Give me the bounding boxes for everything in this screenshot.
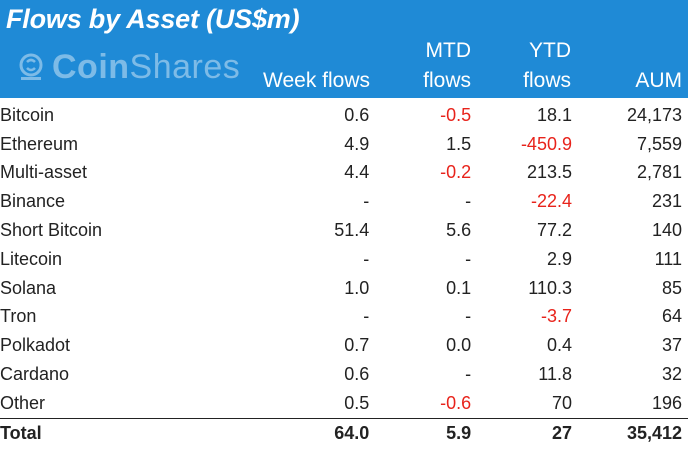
- ytd-flows-cell: 110.3: [528, 277, 572, 298]
- ytd-flows-cell: 213.5: [526, 162, 572, 183]
- week-flows-cell: 1.0: [344, 277, 370, 298]
- aum-cell: 7,559: [636, 133, 682, 154]
- table-row: Short Bitcoin 51.4 5.6 77.2 140: [0, 216, 688, 245]
- column-header-line1: YTD: [529, 39, 571, 62]
- mtd-flows-cell: -0.6: [440, 392, 472, 413]
- table-header: Flows by Asset (US$m) Coin Shares Week fl…: [0, 0, 688, 98]
- mtd-flows-cell: -: [465, 364, 472, 385]
- aum-cell: 37: [661, 335, 682, 356]
- aum-cell: 64: [661, 306, 682, 327]
- column-header-line2: Week flows: [263, 69, 370, 92]
- aum-cell: 2,781: [636, 162, 682, 183]
- ytd-flows-cell: -450.9: [520, 133, 572, 154]
- mtd-flows-cell: -0.5: [440, 104, 472, 125]
- aum-cell: 35,412: [575, 417, 688, 448]
- week-flows-cell: 0.7: [344, 335, 370, 356]
- aum-cell: 140: [651, 220, 682, 241]
- mtd-flows-cell: -: [465, 306, 472, 327]
- ytd-flows-cell: 18.1: [536, 104, 572, 125]
- total-label: Total: [0, 417, 202, 448]
- mtd-flows-cell: 5.9: [373, 417, 476, 448]
- total-row: Total 64.0 5.9 27 35,412: [0, 417, 688, 448]
- week-flows-cell: -: [363, 248, 370, 269]
- coinshares-logo-icon: [19, 53, 43, 80]
- column-header-line1: [263, 36, 370, 66]
- column-header-line2: flows: [423, 69, 471, 92]
- mtd-flows-cell: 0.1: [446, 277, 472, 298]
- ytd-flows-cell: 11.8: [538, 364, 572, 385]
- aum-cell: 32: [661, 364, 682, 385]
- aum-cell: 111: [654, 248, 682, 269]
- ytd-flows-cell: 77.2: [536, 220, 572, 241]
- asset-name: Binance: [0, 191, 66, 212]
- aum-cell: 24,173: [626, 104, 682, 125]
- week-flows-cell: 0.6: [344, 104, 370, 125]
- week-flows-cell: 51.4: [334, 220, 370, 241]
- asset-name: Ethereum: [0, 133, 79, 154]
- ytd-flows-cell: -3.7: [540, 306, 572, 327]
- logo-text-light: Shares: [129, 47, 241, 86]
- asset-name: Bitcoin: [0, 104, 55, 125]
- week-flows-cell: 0.5: [344, 392, 370, 413]
- column-header-aum: AUM: [635, 36, 682, 96]
- aum-cell: 85: [661, 277, 682, 298]
- table-row: Tron - - -3.7 64: [0, 303, 688, 332]
- coinshares-logo: Coin Shares: [18, 47, 241, 86]
- ytd-flows-cell: 70: [551, 392, 572, 413]
- ytd-flows-cell: 27: [475, 417, 576, 448]
- table-title: Flows by Asset (US$m): [6, 4, 300, 34]
- mtd-flows-cell: 5.6: [446, 220, 472, 241]
- asset-name: Cardano: [0, 364, 70, 385]
- mtd-flows-cell: -0.2: [440, 162, 472, 183]
- ytd-flows-cell: 2.9: [546, 248, 572, 269]
- table-row: Polkadot 0.7 0.0 0.4 37: [0, 331, 688, 360]
- column-header-line1: [635, 36, 682, 66]
- mtd-flows-cell: 0.0: [446, 335, 472, 356]
- table-row: Ethereum 4.9 1.5 -450.9 7,559: [0, 130, 688, 159]
- asset-name: Litecoin: [0, 248, 63, 269]
- week-flows-cell: 4.9: [344, 133, 370, 154]
- week-flows-cell: 4.4: [344, 162, 370, 183]
- flows-table: Bitcoin 0.6 -0.5 18.1 24,173 Ethereum 4.9 1.5 -4…: [0, 101, 688, 448]
- asset-name: Solana: [0, 277, 57, 298]
- table-row: Litecoin - - 2.9 111: [0, 245, 688, 274]
- asset-name: Multi-asset: [0, 162, 88, 183]
- table-row: Bitcoin 0.6 -0.5 18.1 24,173: [0, 101, 688, 130]
- mtd-flows-cell: -: [465, 191, 472, 212]
- column-header-line1: MTD: [425, 39, 472, 62]
- aum-cell: 231: [651, 191, 682, 212]
- asset-name: Polkadot: [0, 335, 71, 356]
- column-header-line2: flows: [523, 69, 571, 92]
- week-flows-cell: 0.6: [344, 364, 370, 385]
- column-header-line2: AUM: [635, 69, 682, 92]
- table-body: Bitcoin 0.6 -0.5 18.1 24,173 Ethereum 4.9 1.5 -4…: [0, 101, 688, 448]
- table-row: Binance - - -22.4 231: [0, 187, 688, 216]
- asset-name: Tron: [0, 306, 37, 327]
- mtd-flows-cell: 1.5: [446, 133, 472, 154]
- column-header-mtd: MTD flows: [423, 36, 471, 96]
- week-flows-cell: 64.0: [201, 417, 374, 448]
- asset-name: Short Bitcoin: [0, 220, 103, 241]
- column-header-ytd: YTD flows: [523, 36, 571, 96]
- table-row: Solana 1.0 0.1 110.3 85: [0, 274, 688, 303]
- ytd-flows-cell: -22.4: [530, 191, 572, 212]
- asset-name: Other: [0, 392, 46, 413]
- column-header-week: Week flows: [263, 36, 370, 96]
- week-flows-cell: -: [363, 191, 370, 212]
- mtd-flows-cell: -: [465, 248, 472, 269]
- aum-cell: 196: [651, 392, 682, 413]
- logo-text-bold: Coin: [52, 47, 130, 86]
- table-row: Other 0.5 -0.6 70 196: [0, 389, 688, 418]
- table-row: Cardano 0.6 - 11.8 32: [0, 360, 688, 389]
- table-row: Multi-asset 4.4 -0.2 213.5 2,781: [0, 159, 688, 188]
- week-flows-cell: -: [363, 306, 370, 327]
- ytd-flows-cell: 0.4: [546, 335, 572, 356]
